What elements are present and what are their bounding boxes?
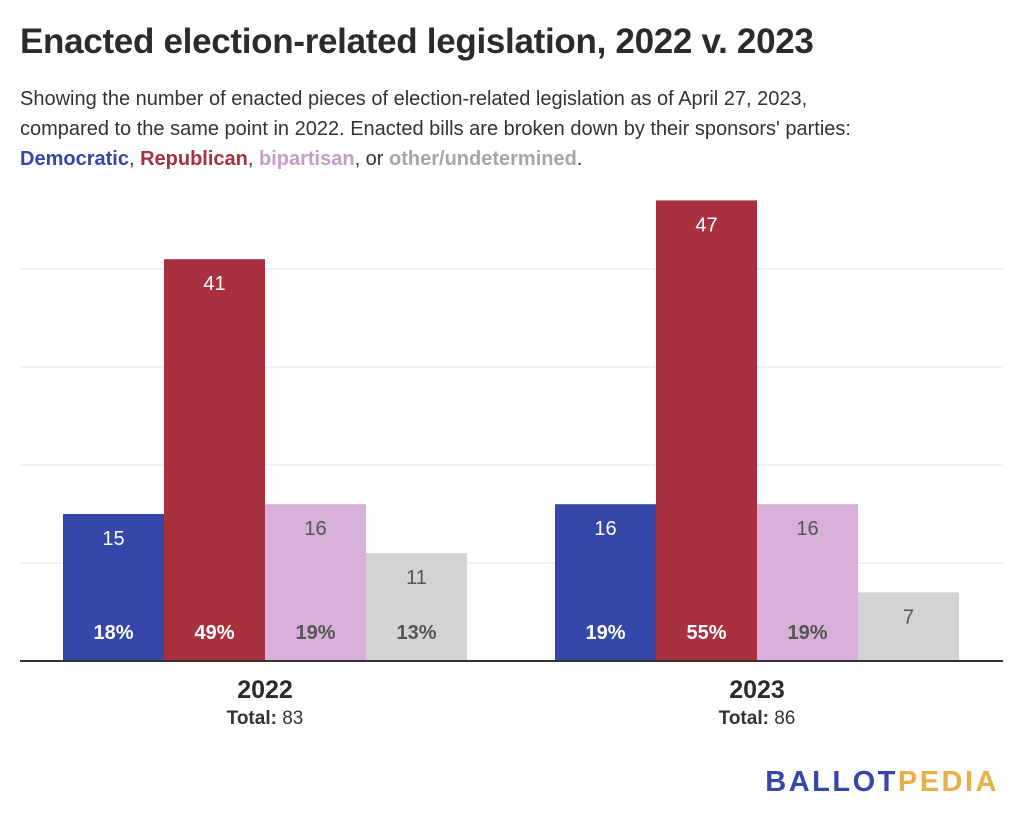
bar-percent-label: 55% xyxy=(686,622,726,644)
bar-value-label: 47 xyxy=(695,214,717,236)
total-prefix: Total: xyxy=(227,708,283,729)
bar-other-2022 xyxy=(366,553,467,661)
ballotpedia-logo: BALLOTPEDIA xyxy=(765,766,999,799)
bar-democratic-2022 xyxy=(63,514,164,661)
bar-percent-label: 19% xyxy=(787,622,827,644)
subtitle-line-3: Democratic, Republican, bipartisan, or o… xyxy=(20,144,1010,174)
bar-republican-2022 xyxy=(164,259,265,661)
bar-bipartisan-2023 xyxy=(757,504,858,661)
bar-percent-label: 19% xyxy=(295,622,335,644)
bar-value-label: 11 xyxy=(406,567,427,589)
subtitle-line-1: Showing the number of enacted pieces of … xyxy=(20,88,808,110)
legend-republican: Republican xyxy=(140,148,248,170)
bar-percent-label: 18% xyxy=(93,622,133,644)
total-prefix: Total: xyxy=(719,708,775,729)
legend-end: . xyxy=(576,148,583,170)
category-total-label: Total: 86 xyxy=(719,708,796,729)
bar-percent-label: 13% xyxy=(396,622,436,644)
legend-separator: , xyxy=(247,148,259,170)
subtitle-line-2: compared to the same point in 2022. Enac… xyxy=(20,118,851,140)
legend-democratic: Democratic xyxy=(20,148,129,170)
logo-part-ballot: BALLOT xyxy=(765,766,898,798)
legend-separator: , or xyxy=(354,148,390,170)
bar-democratic-2023 xyxy=(555,504,656,661)
logo-part-pedia: PEDIA xyxy=(897,766,999,798)
chart-title: Enacted election-related legislation, 20… xyxy=(20,22,814,61)
bar-value-label: 7 xyxy=(903,606,914,628)
legend-bipartisan: bipartisan xyxy=(258,148,355,170)
bar-value-label: 15 xyxy=(102,528,124,550)
category-total-label: Total: 83 xyxy=(227,708,304,729)
x-tick-label: 2022 xyxy=(237,676,293,704)
bar-percent-label: 49% xyxy=(194,622,234,644)
bar-value-label: 16 xyxy=(796,518,818,540)
x-tick-label: 2023 xyxy=(729,676,785,704)
total-value: 86 xyxy=(774,708,795,729)
bar-other-2023 xyxy=(858,592,959,661)
legend-separator: , xyxy=(128,148,141,170)
bar-value-label: 16 xyxy=(594,518,616,540)
bar-value-label: 41 xyxy=(203,273,225,295)
legend-other: other/undetermined xyxy=(389,148,577,170)
bar-bipartisan-2022 xyxy=(265,504,366,661)
chart-subtitle: Showing the number of enacted pieces of … xyxy=(20,84,1010,174)
bar-percent-label: 19% xyxy=(585,622,625,644)
bar-republican-2023 xyxy=(656,200,757,661)
bar-value-label: 16 xyxy=(304,518,326,540)
total-value: 83 xyxy=(282,708,303,729)
